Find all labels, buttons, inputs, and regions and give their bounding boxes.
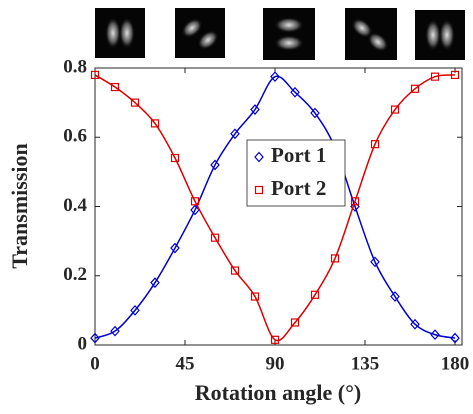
data-point (110, 82, 120, 92)
data-point (250, 104, 260, 115)
legend-marker (254, 185, 264, 195)
data-point (310, 107, 320, 119)
y-tick-label: 0.4 (63, 195, 87, 216)
data-point (370, 140, 380, 149)
data-point (130, 98, 140, 107)
legend-marker (254, 151, 264, 163)
data-point (270, 71, 280, 83)
x-tick-label: 135 (351, 353, 380, 374)
y-axis-label: Transmission (7, 143, 32, 269)
data-point (190, 197, 200, 206)
data-point (430, 72, 440, 81)
data-point (450, 70, 460, 80)
data-point (290, 318, 300, 327)
data-point (250, 292, 260, 301)
x-axis-label: Rotation angle (°) (195, 380, 361, 405)
y-tick-label: 0.8 (63, 56, 87, 77)
data-point (150, 119, 160, 128)
data-point (170, 242, 180, 254)
data-point (410, 318, 420, 330)
x-tick-label: 90 (266, 353, 285, 374)
y-tick-label: 0.2 (63, 264, 87, 285)
data-point (110, 325, 120, 337)
legend-label: Port 2 (271, 176, 326, 200)
y-tick-label: 0.6 (63, 126, 87, 147)
legend-label: Port 1 (271, 143, 326, 167)
data-point (190, 204, 200, 216)
x-tick-label: 45 (176, 353, 195, 374)
x-tick-label: 0 (90, 353, 100, 374)
data-point (90, 70, 100, 80)
data-point (410, 84, 420, 93)
data-point (210, 159, 220, 171)
fit-curve (94, 74, 456, 342)
data-point (430, 329, 440, 341)
fit-curve (94, 75, 456, 339)
data-point (270, 335, 280, 344)
data-point (290, 86, 300, 98)
data-point (370, 256, 380, 268)
x-tick-label: 180 (441, 353, 470, 374)
data-point (350, 197, 360, 206)
plot-frame (94, 67, 463, 346)
data-point (450, 332, 460, 344)
y-tick-label: 0 (78, 333, 88, 354)
data-point (150, 277, 160, 289)
data-point (390, 105, 400, 114)
data-point (330, 254, 340, 263)
data-point (310, 290, 320, 299)
data-point (210, 233, 220, 242)
data-point (230, 266, 240, 275)
legend-box (246, 139, 346, 207)
data-point (170, 153, 180, 163)
data-point (90, 332, 100, 344)
data-point (230, 128, 240, 140)
data-point (390, 291, 400, 302)
data-point (130, 304, 140, 316)
mode-images (95, 8, 465, 60)
